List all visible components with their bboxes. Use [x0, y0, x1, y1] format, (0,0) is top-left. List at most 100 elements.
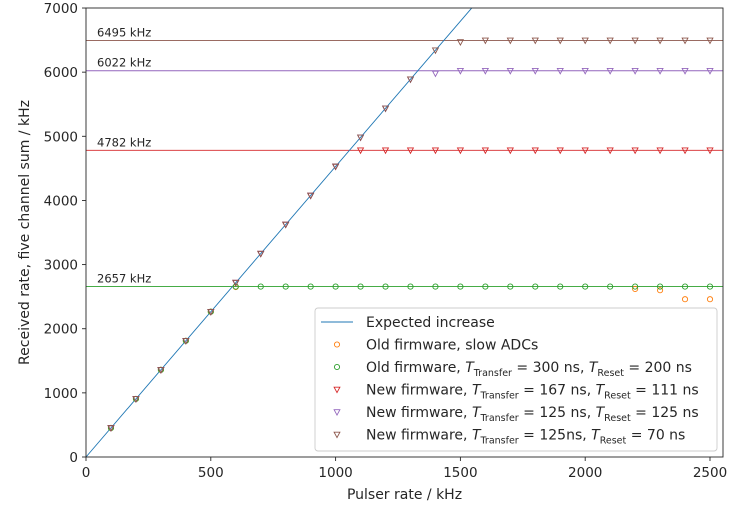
legend-label-0: Expected increase [366, 315, 495, 331]
series-4-point-15 [481, 37, 490, 45]
series-2-point-20 [606, 147, 614, 155]
reference-label-0: 6495 kHz [97, 25, 151, 39]
series-4-point-4 [207, 308, 215, 316]
legend-equals-2: = [512, 360, 533, 376]
series-3-point-15 [481, 67, 490, 75]
series-3-point-22 [656, 67, 664, 75]
legend-symbol-b-3: T [596, 383, 606, 399]
series-3-point-23 [681, 67, 689, 75]
series-4-point-3 [182, 338, 190, 345]
series-4-point-8 [306, 192, 315, 200]
expected-increase-line [85, 7, 473, 458]
legend-symbol-5: T [472, 428, 482, 444]
legend-handle-4 [333, 409, 341, 416]
series-4-point-1 [132, 396, 140, 403]
legend-equals-b-3: = [631, 383, 652, 399]
legend-label-2: Old firmware, TTransfer = 300 ns, TReset… [366, 360, 692, 379]
legend-prefix-5: New firmware, [366, 428, 472, 444]
legend-box [314, 307, 718, 452]
series-2-point-11 [381, 147, 390, 155]
legend-equals-b-5: = [626, 428, 647, 444]
legend-sub-transfer-5: Transfer [480, 436, 519, 447]
legend-label-3: New firmware, TTransfer = 167 ns, TReset… [366, 383, 699, 402]
series-4-point-5 [232, 279, 240, 287]
series-4-point-22 [656, 37, 664, 45]
series-1-point-24 [706, 283, 714, 290]
y-axis-label: Received rate, five channel sum / kHz [17, 100, 33, 365]
series-1-point-9 [332, 283, 339, 290]
legend-handle-5 [333, 431, 341, 439]
legend-equals-3: = [519, 383, 540, 399]
x-tick-label-4: 2000 [568, 465, 602, 481]
reference-label-2: 4782 kHz [97, 135, 151, 149]
series-4-point-23 [681, 37, 689, 45]
legend-reset-value-5: 70 ns [647, 428, 685, 444]
series-2-point-18 [556, 147, 564, 155]
y-tick-label-2: 2000 [44, 322, 78, 338]
series-0-point-9 [706, 296, 714, 303]
series-3-point-17 [531, 67, 539, 75]
series-2-point-14 [456, 147, 465, 155]
series-3-point-24 [706, 67, 714, 75]
legend: Expected increase Old firmware, slow ADCs… [314, 307, 718, 452]
series-4-point-9 [331, 163, 340, 171]
legend-transfer-value-5: 125ns, [539, 428, 591, 444]
series-4-point-6 [257, 250, 265, 258]
legend-transfer-value-4: 125 ns, [539, 405, 595, 421]
legend-reset-value-2: 200 ns [645, 360, 692, 376]
series-4-point-2 [157, 367, 165, 374]
legend-prefix-2: Old firmware, [366, 360, 465, 376]
legend-label-5: New firmware, TTransfer = 125ns, TReset … [366, 428, 685, 447]
series-4-point-21 [631, 37, 639, 45]
y-tick-label-4: 4000 [44, 193, 78, 209]
legend-symbol-3: T [472, 383, 482, 399]
series-3-point-18 [556, 67, 564, 75]
y-tick-label-1: 1000 [44, 386, 78, 402]
axes: 0 500 1000 1500 2000 2500 0 1000 2000 3000 4000 500… [17, 1, 727, 503]
series-1-point-5 [232, 283, 239, 290]
series-1-point-11 [382, 283, 389, 290]
legend-transfer-value-2: 300 ns, [533, 360, 589, 376]
legend-symbol-4: T [472, 405, 482, 421]
series-3-point-21 [631, 67, 639, 75]
legend-sub-reset-4: Reset [604, 413, 631, 424]
series-4-point-0 [107, 425, 115, 432]
y-tick-label-0: 0 [69, 450, 78, 466]
legend-prefix-4: New firmware, [366, 405, 472, 421]
series-1-point-16 [507, 283, 514, 290]
axes-frame [85, 7, 724, 458]
series-1-point-14 [457, 283, 464, 290]
series-3-point-14 [456, 67, 465, 75]
series-2-point-24 [706, 147, 714, 155]
series-1-point-17 [532, 283, 539, 290]
series-4-point-18 [556, 37, 564, 45]
legend-symbol-b-2: T [589, 360, 599, 376]
series-1-point-21 [632, 283, 639, 290]
series-1-point-19 [582, 283, 589, 290]
series-1-point-18 [557, 283, 564, 290]
x-tick-label-1: 500 [198, 465, 224, 481]
legend-sub-reset-3: Reset [604, 391, 631, 402]
legend-sub-transfer-4: Transfer [480, 413, 519, 424]
legend-label-4: New firmware, TTransfer = 125 ns, TReset… [366, 405, 699, 424]
legend-symbol-b-5: T [591, 428, 601, 444]
legend-sub-reset-5: Reset [600, 436, 627, 447]
series-4-point-17 [531, 37, 539, 45]
series-1-point-20 [607, 283, 614, 290]
series-2-point-10 [356, 147, 365, 155]
legend-label-1: Old firmware, slow ADCs [366, 338, 538, 354]
x-tick-label-0: 0 [82, 465, 91, 481]
series-4-point-12 [406, 76, 415, 84]
legend-equals-5: = [519, 428, 540, 444]
series-4-point-20 [606, 37, 614, 45]
series-4-point-7 [282, 221, 290, 229]
legend-prefix-3: New firmware, [366, 383, 472, 399]
legend-reset-value-3: 111 ns [651, 383, 698, 399]
series-4-point-24 [706, 37, 714, 45]
series-0-point-7 [657, 287, 664, 294]
legend-sub-transfer-3: Transfer [480, 391, 519, 402]
series-1-point-13 [432, 283, 439, 290]
legend-equals-b-4: = [631, 405, 652, 421]
series-4-point-14 [456, 39, 465, 47]
series-2-point-19 [581, 147, 589, 155]
